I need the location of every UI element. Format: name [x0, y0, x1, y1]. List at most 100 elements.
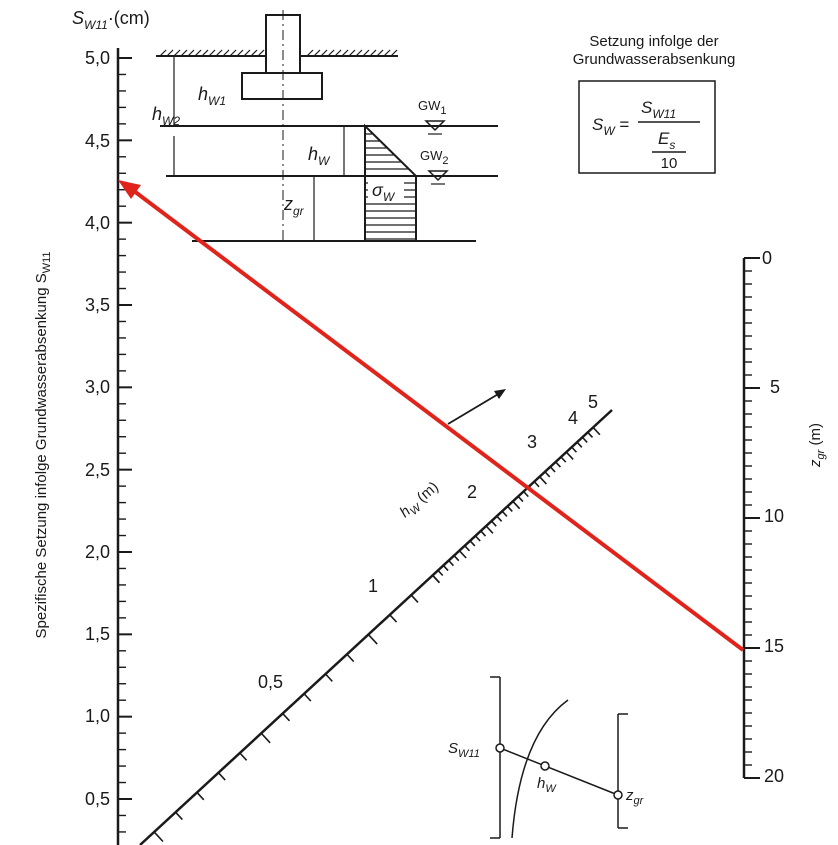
diagonal-axis-tick	[410, 594, 419, 603]
left-axis-tick-label: 1,0	[85, 706, 110, 726]
gw2-label: GW2	[420, 148, 449, 167]
diagonal-axis-line	[139, 409, 613, 845]
diagonal-axis-tick	[174, 811, 183, 821]
diagonal-axis-tick	[432, 574, 441, 584]
left-axis-title: Spezifische Setzung infolge Grundwassera…	[33, 251, 53, 638]
hatch-line	[306, 49, 314, 57]
left-axis-unit-sub: W11	[84, 18, 108, 32]
foundation-labels: hW1 hW2 hW zgr GW1 GW2 σW	[152, 84, 449, 218]
diagonal-axis-tick	[346, 653, 355, 663]
diagonal-axis-label: hW (m)	[396, 478, 443, 523]
zgr-label: zgr	[283, 194, 305, 218]
diagonal-axis-tick-label: 2	[467, 482, 477, 502]
hatch-line	[166, 49, 174, 57]
formula-box	[578, 80, 716, 174]
left-axis-tick-label: 1,5	[85, 624, 110, 644]
hw-label: hW	[308, 144, 331, 168]
diagonal-axis-tick	[474, 535, 481, 542]
diagonal-axis-tick	[549, 466, 556, 473]
diagonal-axis-tick	[522, 490, 529, 498]
diagonal-axis-tick	[485, 525, 494, 534]
formula-title-line2: Grundwasserabsenkung	[573, 51, 736, 68]
hatch-line	[208, 49, 216, 57]
right-axis-unit-main: z	[807, 459, 824, 468]
diagonal-axis-tick	[506, 505, 513, 512]
diagonal-axis-tick	[217, 772, 226, 781]
left-axis-title-sub: W11	[41, 251, 53, 273]
hatch-line	[187, 49, 195, 57]
key-sketch	[490, 676, 628, 839]
hatch-line	[194, 49, 202, 57]
diagonal-axis-tick	[196, 791, 205, 801]
diagonal-axis-tick	[469, 540, 476, 547]
reading-line	[118, 180, 745, 652]
left-axis-unit-main: S	[72, 8, 84, 28]
hatch-line	[313, 49, 321, 57]
hatch-line	[215, 49, 223, 57]
ground-hatch	[159, 49, 398, 57]
diagonal-axis-tick	[437, 569, 444, 577]
direction-arrow	[447, 389, 506, 425]
left-axis-tick-label: 3,5	[85, 295, 110, 315]
right-axis-tick-label: 15	[764, 636, 784, 656]
formula-panel: Setzung infolge der Grundwasserabsenkung…	[573, 33, 736, 174]
left-axis-unit-label: SW11·(cm)	[72, 8, 150, 32]
hatch-line	[257, 49, 265, 57]
gw1-triangle	[424, 120, 446, 132]
diagonal-axis-tick	[453, 555, 460, 562]
formula-numerator: SW11	[641, 98, 676, 121]
sigma-label: σW	[372, 180, 396, 204]
hatch-line	[159, 49, 167, 57]
diagonal-axis-tick	[448, 559, 455, 567]
hatch-line	[201, 49, 209, 57]
hatch-line	[390, 49, 398, 57]
diagonal-axis-tick	[555, 461, 562, 468]
diagonal-axis-tick-label: 1	[368, 576, 378, 596]
hatch-line	[180, 49, 188, 57]
hatch-line	[369, 49, 377, 57]
diagonal-axis-tick	[239, 752, 248, 761]
diagonal-axis-tick	[581, 436, 588, 443]
gw1-label: GW1	[418, 98, 447, 117]
diagonal-axis-tick	[592, 426, 601, 436]
left-axis-tick-label: 2,0	[85, 542, 110, 562]
left-axis-tick-label: 2,5	[85, 460, 110, 480]
diagonal-axis-tick-label: 0,5	[258, 672, 283, 692]
hatch-line	[320, 49, 328, 57]
left-axis-tick-label: 5,0	[85, 48, 110, 68]
right-axis-unit-label: zgr (m)	[807, 423, 827, 468]
formula-denominator-value: 10	[661, 155, 678, 172]
right-axis-tick-label: 0	[762, 248, 772, 268]
diagonal-axis-tick	[260, 732, 271, 744]
right-axis: 0 5 10 15 20 zgr (m)	[742, 248, 827, 786]
diagonal-axis-tick	[565, 451, 574, 460]
right-axis-unit-sub: gr	[815, 448, 827, 459]
diagonal-axis-tick	[153, 831, 164, 843]
hatch-line	[355, 49, 363, 57]
left-axis: 5,0 4,5 4,0 3,5 3,0 2,5 2,0 1,5 1,0 0,5 …	[33, 8, 150, 845]
hatch-line	[222, 49, 230, 57]
hatch-line	[348, 49, 356, 57]
diagonal-axis-tick	[560, 456, 567, 463]
left-axis-tick-label: 4,5	[85, 131, 110, 151]
diagonal-axis-tick	[367, 633, 378, 645]
left-axis-ticks	[118, 57, 132, 833]
key-sketch-labels: SW11 hW zgr	[448, 740, 645, 807]
diagonal-axis-tick	[544, 471, 551, 478]
hatch-line	[383, 49, 391, 57]
diagonal-axis-tick	[501, 510, 508, 517]
diagonal-axis-tick	[442, 564, 449, 572]
key-z-point	[613, 790, 623, 800]
formula-denominator: Es	[658, 129, 675, 152]
hatch-line	[327, 49, 335, 57]
diagonal-axis-tick	[490, 520, 497, 527]
formula-lhs: SW =	[592, 115, 629, 138]
key-h-label: hW	[537, 775, 557, 795]
right-axis-tick-label: 5	[770, 377, 780, 397]
formula-title-line1: Setzung infolge der	[589, 33, 718, 50]
hatch-line	[250, 49, 258, 57]
right-axis-tick-label: 20	[764, 766, 784, 786]
key-s-point	[495, 743, 505, 753]
diagonal-axis-tick	[512, 500, 521, 510]
